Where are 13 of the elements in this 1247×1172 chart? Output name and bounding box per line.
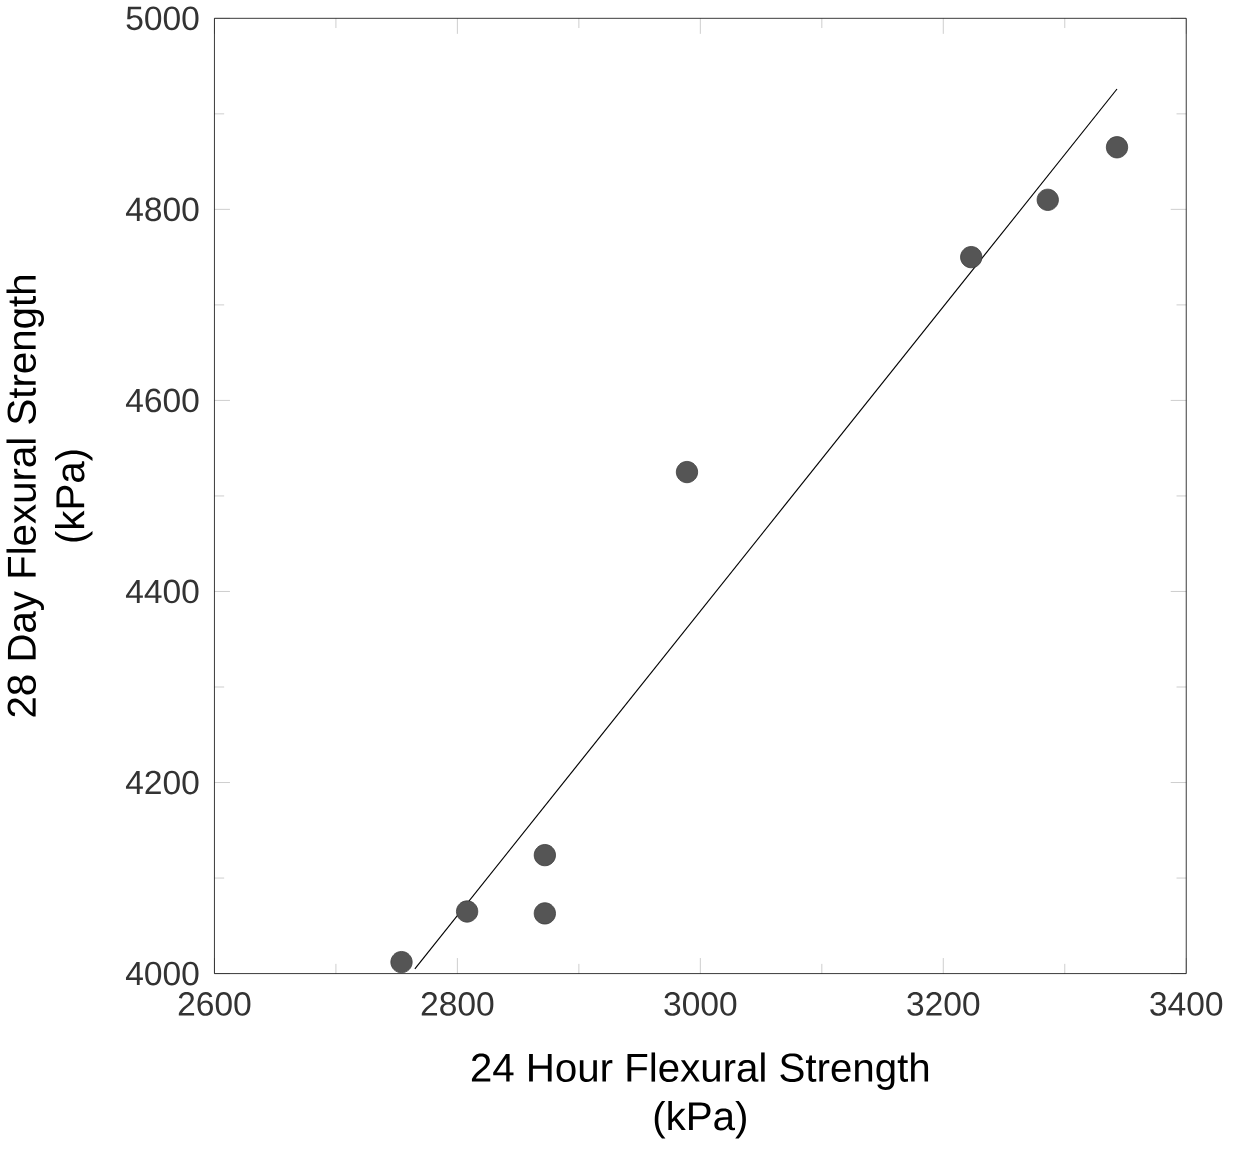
y-tick-label: 4400 (125, 579, 199, 604)
y-tick-label: 4200 (125, 770, 199, 795)
y-tick-label: 4000 (125, 961, 199, 986)
x-tick-label: 3400 (1150, 991, 1223, 1016)
x-tick-label: 3200 (907, 991, 980, 1016)
y-axis-title: 28 Day Flexural Strength (kPa) (6, 275, 93, 717)
y-tick-label: 4600 (125, 388, 199, 413)
y-tick-label: 5000 (126, 6, 199, 31)
x-tick-label: 2800 (421, 991, 494, 1016)
x-tick-label: 2600 (178, 991, 251, 1016)
x-tick-label: 3000 (664, 991, 737, 1016)
y-tick-label: 4800 (125, 197, 199, 222)
x-axis-title: 24 Hour Flexural Strength (kPa) (471, 1052, 929, 1139)
